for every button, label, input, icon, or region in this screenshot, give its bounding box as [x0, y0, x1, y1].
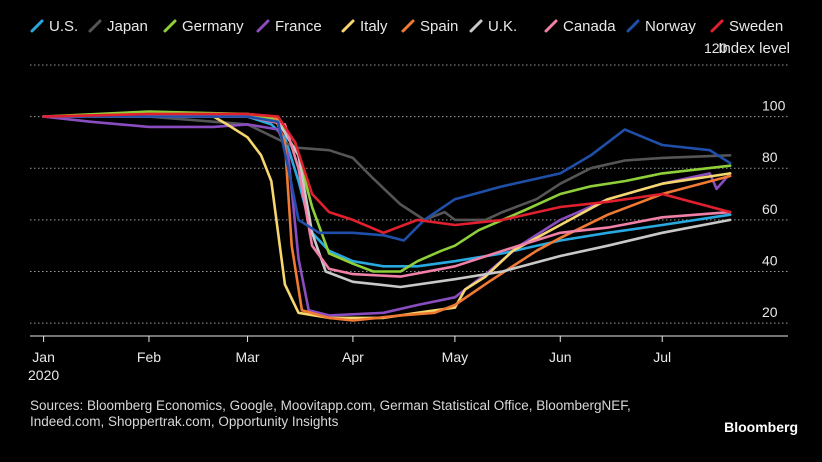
legend-label: Sweden: [729, 18, 783, 35]
legend-swatch: [401, 19, 415, 33]
y-tick-label: 60: [762, 201, 778, 217]
bloomberg-logo: Bloomberg: [724, 419, 798, 435]
series-line: [42, 115, 732, 268]
sources-line-2: Indeed.com, Shoppertrak.com, Opportunity…: [30, 414, 339, 429]
legend-swatch: [30, 19, 44, 33]
y-tick-label: 40: [762, 252, 778, 268]
y-tick-label: 20: [762, 304, 778, 320]
legend-swatch: [341, 19, 355, 33]
legend-swatch: [469, 19, 483, 33]
x-tick-label: Jul: [653, 349, 671, 365]
legend-swatch: [256, 19, 270, 33]
legend-label: Germany: [182, 18, 244, 35]
legend-swatch: [544, 19, 558, 33]
x-tick-label: May: [442, 349, 468, 365]
gridlines: [30, 64, 788, 324]
x-tick-label: Apr: [342, 349, 364, 365]
series-line: [42, 115, 732, 320]
legend-label: France: [275, 18, 322, 35]
series-lines: [42, 110, 732, 322]
y-tick-label: 80: [762, 149, 778, 165]
legend-label: Norway: [645, 18, 696, 35]
x-tick-label: Mar: [235, 349, 259, 365]
legend-swatch: [163, 19, 177, 33]
legend-label: Spain: [420, 18, 458, 35]
series-line: [42, 112, 732, 322]
y-axis-ticks: 120 100 80 60 40 20: [704, 40, 786, 320]
legend-label: Canada: [563, 18, 616, 35]
x-tick-label: Jan: [32, 349, 55, 365]
x-year-label: 2020: [28, 367, 59, 383]
legend-swatch: [710, 19, 724, 33]
legend-label: Japan: [107, 18, 148, 35]
chart-legend: U.S. Japan Germany France Italy Spain U.K. Cana…: [30, 18, 783, 35]
series-line: [42, 115, 732, 278]
y-axis-title: Index level: [718, 40, 790, 57]
x-tick-label: Feb: [137, 349, 161, 365]
series-line: [42, 112, 732, 235]
x-axis: Jan Feb Mar Apr May Jun Jul 2020: [28, 335, 788, 383]
x-tick-label: Jun: [549, 349, 572, 365]
series-line: [42, 115, 732, 289]
legend-label: U.K.: [488, 18, 517, 35]
sources-line-1: Sources: Bloomberg Economics, Google, Mo…: [30, 398, 631, 413]
legend-swatch: [88, 19, 102, 33]
legend-swatch: [626, 19, 640, 33]
y-tick-label: 100: [762, 98, 786, 114]
series-line: [42, 115, 732, 242]
y-tick-label: 120: [704, 40, 728, 56]
legend-label: U.S.: [49, 18, 78, 35]
legend-label: Italy: [360, 18, 388, 35]
